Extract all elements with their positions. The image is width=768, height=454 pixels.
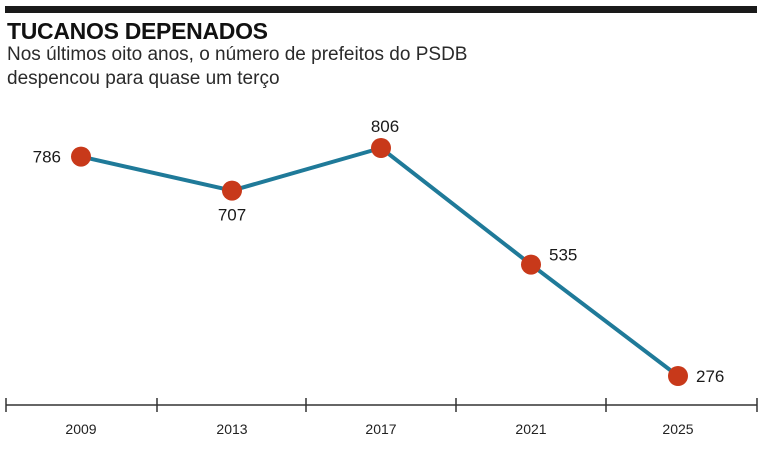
x-tick-label: 2017 bbox=[365, 421, 396, 437]
data-point bbox=[521, 254, 541, 275]
chart-title: TUCANOS DEPENADOS bbox=[7, 18, 268, 44]
data-point bbox=[222, 180, 242, 201]
top-rule bbox=[5, 6, 757, 13]
data-point bbox=[371, 138, 391, 158]
data-label: 707 bbox=[218, 206, 246, 225]
x-tick-label: 2025 bbox=[662, 421, 693, 437]
x-tick-label: 2021 bbox=[515, 421, 546, 437]
series-line bbox=[79, 146, 680, 378]
data-label: 806 bbox=[371, 117, 399, 136]
series-line-layer bbox=[79, 146, 680, 378]
data-point bbox=[668, 366, 688, 386]
chart-subtitle: Nos últimos oito anos, o número de prefe… bbox=[7, 44, 468, 89]
data-label: 276 bbox=[696, 367, 724, 386]
x-axis bbox=[5, 398, 758, 412]
x-tick-labels: 2009 2013 2017 2021 2025 bbox=[65, 421, 693, 437]
data-labels: 786 707 806 535 276 bbox=[33, 117, 725, 386]
data-points bbox=[71, 138, 688, 386]
data-label: 535 bbox=[549, 246, 577, 265]
data-label: 786 bbox=[33, 148, 61, 167]
x-tick-label: 2009 bbox=[65, 421, 96, 437]
data-point bbox=[71, 146, 91, 167]
x-tick-label: 2013 bbox=[216, 421, 247, 437]
